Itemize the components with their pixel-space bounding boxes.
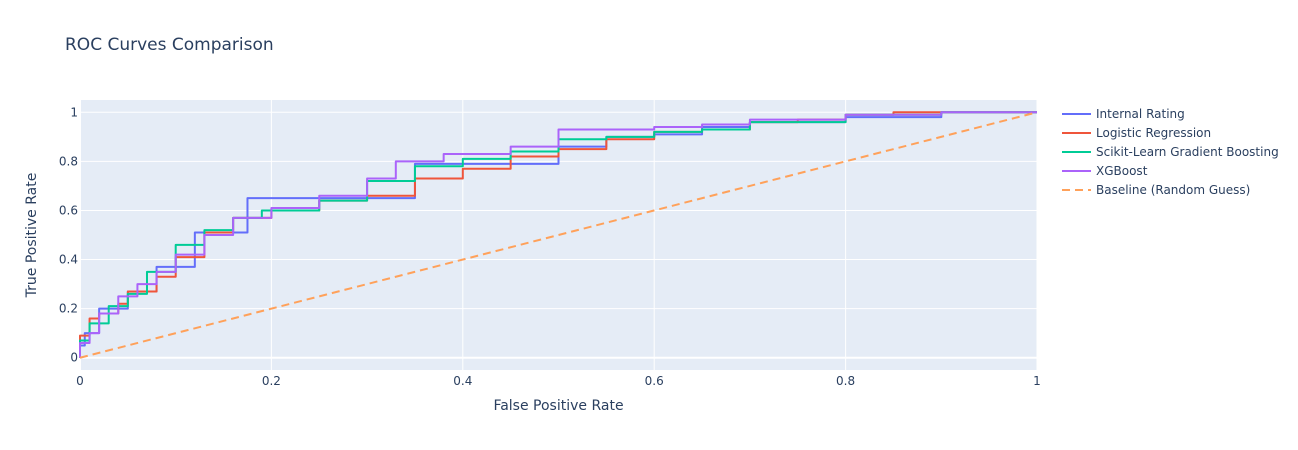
- x-tick-label: 0.6: [645, 374, 664, 388]
- series-line-baseline-random-guess: [79, 111, 1038, 359]
- legend-item[interactable]: Baseline (Random Guess): [1062, 183, 1250, 197]
- grid: [79, 100, 1038, 370]
- chart-title: ROC Curves Comparison: [65, 35, 274, 55]
- x-tick-label: 0.2: [262, 374, 281, 388]
- legend-label: Scikit-Learn Gradient Boosting: [1096, 145, 1279, 159]
- y-tick-label: 0.6: [59, 203, 78, 217]
- y-tick-label: 0.8: [59, 154, 78, 168]
- y-tick-label: 1: [70, 105, 78, 119]
- legend-item[interactable]: XGBoost: [1062, 164, 1148, 178]
- legend-label: Internal Rating: [1096, 107, 1185, 121]
- x-tick-label: 0.4: [453, 374, 472, 388]
- legend-label: Logistic Regression: [1096, 126, 1211, 140]
- y-axis-title: True Positive Rate: [24, 173, 40, 299]
- x-tick-label: 1: [1033, 374, 1041, 388]
- y-tick-label: 0.4: [59, 253, 78, 267]
- legend[interactable]: Internal Rating Logistic Regression Scikit…: [1062, 107, 1279, 197]
- series-layer: [79, 111, 1038, 359]
- x-tick-label: 0: [76, 374, 84, 388]
- series-line-scikit-learn-gradient-boosting: [79, 111, 1037, 358]
- legend-label: Baseline (Random Guess): [1096, 183, 1250, 197]
- legend-label: XGBoost: [1096, 164, 1148, 178]
- series-line-xgboost: [79, 111, 1037, 358]
- y-axis: 0 0.2 0.4 0.6 0.8 1: [59, 105, 78, 364]
- legend-item[interactable]: Internal Rating: [1062, 107, 1185, 121]
- x-tick-label: 0.8: [836, 374, 855, 388]
- y-tick-label: 0: [70, 351, 78, 365]
- x-axis: 0 0.2 0.4 0.6 0.8 1: [76, 374, 1041, 388]
- legend-item[interactable]: Logistic Regression: [1062, 126, 1211, 140]
- legend-item[interactable]: Scikit-Learn Gradient Boosting: [1062, 145, 1279, 159]
- x-axis-title: False Positive Rate: [493, 398, 623, 414]
- y-tick-label: 0.2: [59, 302, 78, 316]
